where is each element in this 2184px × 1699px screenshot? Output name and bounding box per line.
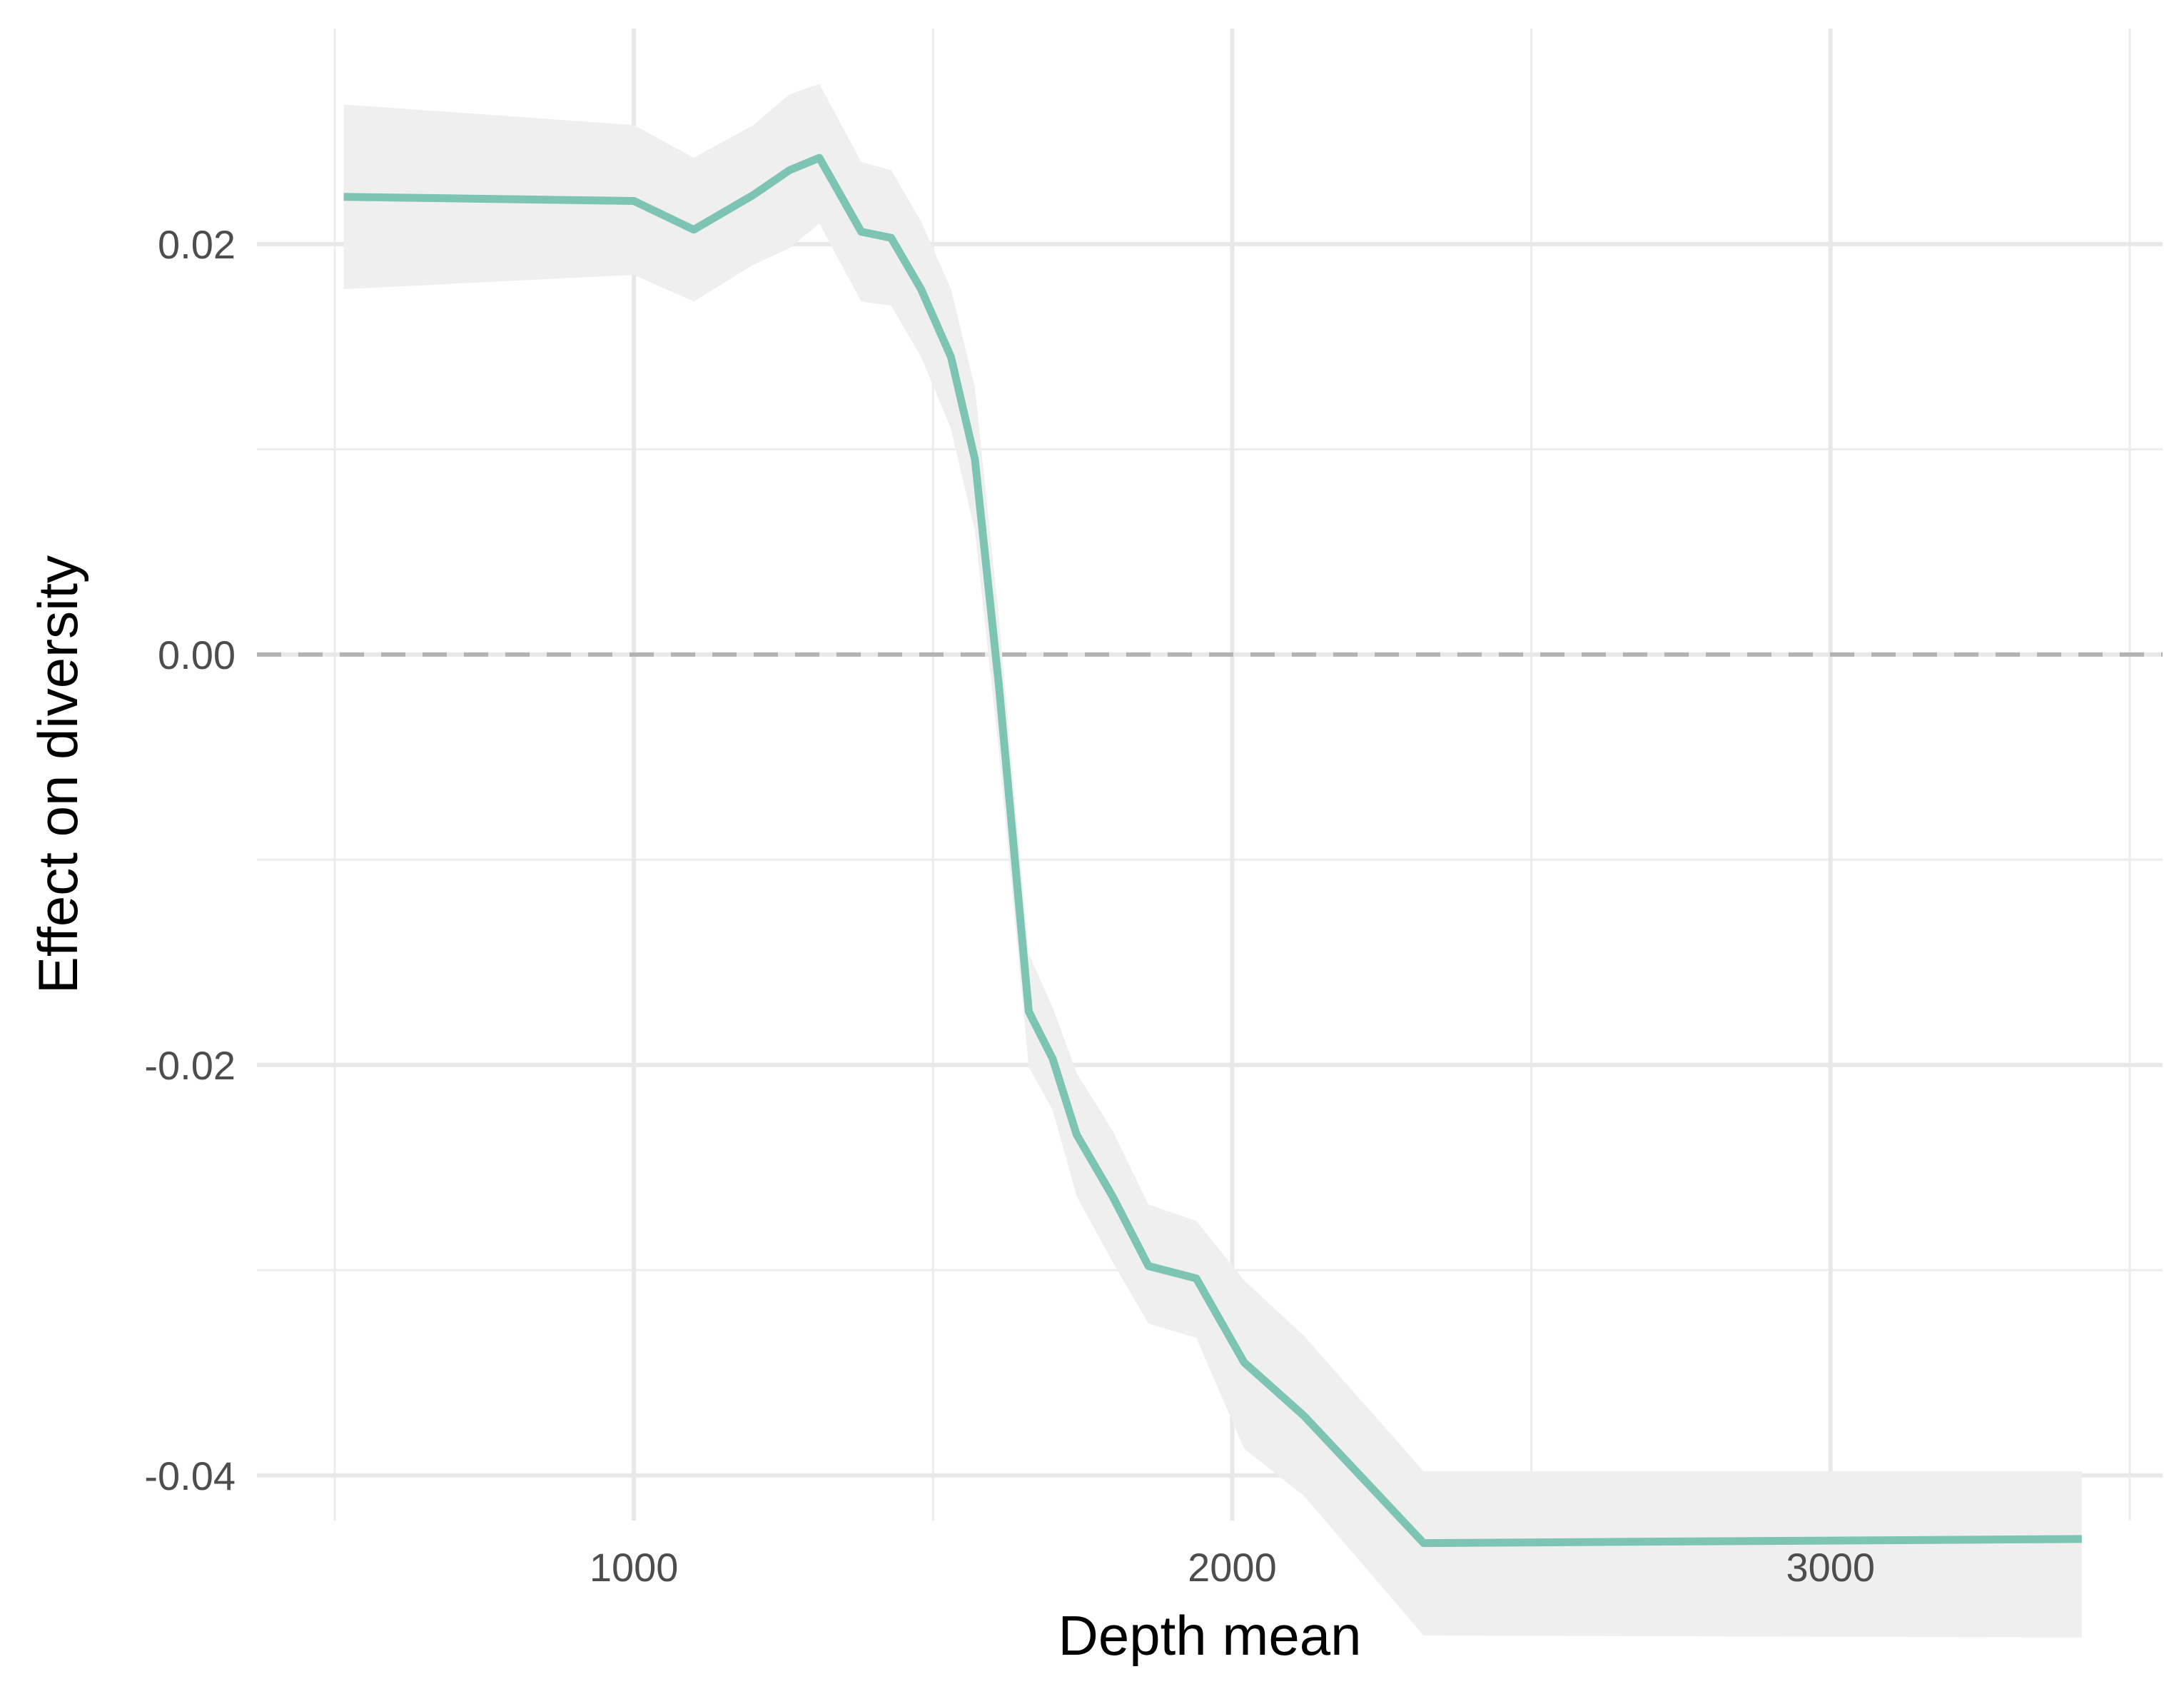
- confidence-band-layer: [343, 84, 2082, 1638]
- y-tick-label-3: -0.04: [144, 1453, 236, 1498]
- x-tick-label-0: 1000: [590, 1545, 679, 1590]
- series-line-0: [343, 153, 2082, 1548]
- tick-label-layer: 1000 2000 3000 0.02 0.00 -0.02 -0.04: [144, 222, 1875, 1590]
- confidence-band-0: [343, 84, 2082, 1638]
- y-tick-label-2: -0.02: [144, 1043, 236, 1088]
- y-tick-label-1: 0.00: [158, 632, 236, 677]
- x-tick-label-1: 2000: [1188, 1545, 1277, 1590]
- y-axis-title: Effect on diversity: [26, 555, 89, 994]
- series-line-layer: [343, 153, 2082, 1548]
- x-tick-label-2: 3000: [1786, 1545, 1875, 1590]
- x-axis-title: Depth mean: [1058, 1604, 1362, 1667]
- y-tick-label-0: 0.02: [158, 222, 236, 267]
